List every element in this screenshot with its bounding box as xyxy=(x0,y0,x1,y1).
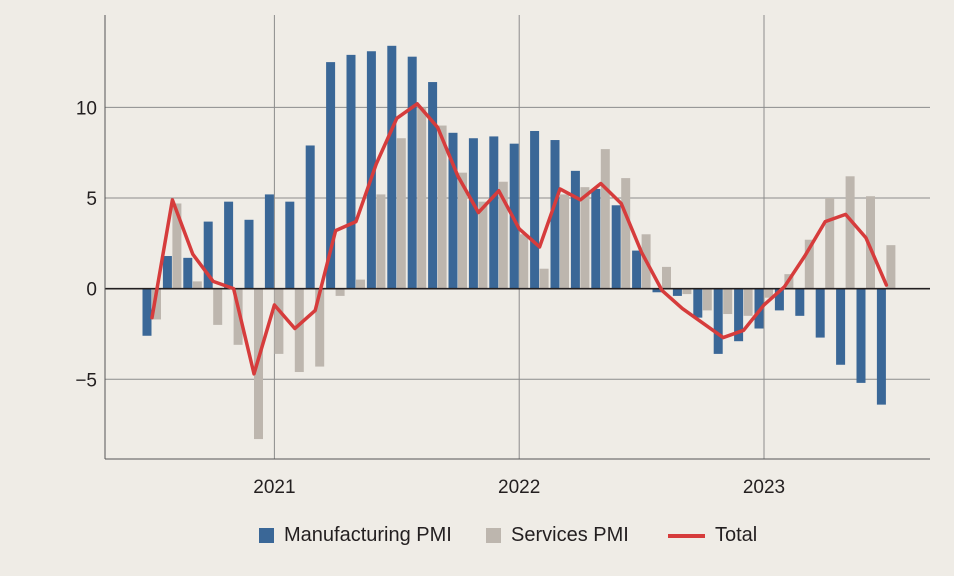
bar-services xyxy=(315,288,325,367)
bar-services xyxy=(723,288,733,315)
line-total xyxy=(150,102,889,376)
y-tick-label: −5 xyxy=(75,370,97,391)
bar-manufacturing xyxy=(224,201,234,289)
bar-services xyxy=(600,149,610,289)
bar-manufacturing xyxy=(876,288,886,405)
bar-services xyxy=(356,279,365,289)
x-tick-label: 2021 xyxy=(253,477,295,498)
bar-manufacturing xyxy=(183,257,193,289)
bar-manufacturing xyxy=(142,288,152,336)
bar-manufacturing xyxy=(428,82,438,289)
bar-services xyxy=(804,239,814,289)
legend-label-total: Total xyxy=(715,524,758,546)
legend: Manufacturing PMI Services PMI Total xyxy=(0,524,954,552)
bar-services xyxy=(825,198,835,289)
bar-services xyxy=(886,245,896,289)
bar-services xyxy=(478,201,488,289)
bar-manufacturing xyxy=(652,288,662,293)
legend-swatch-manufacturing xyxy=(259,528,274,543)
legend-label-services: Services PMI xyxy=(511,524,629,546)
bar-manufacturing xyxy=(734,288,744,342)
bar-manufacturing xyxy=(570,170,580,289)
bar-services xyxy=(845,176,855,289)
bar-services xyxy=(743,288,753,316)
bar-services xyxy=(233,288,243,345)
bar-manufacturing xyxy=(795,288,805,316)
bar-manufacturing xyxy=(162,256,172,289)
x-tick-label: 2022 xyxy=(498,477,540,498)
bar-manufacturing xyxy=(468,138,478,289)
bar-services xyxy=(702,288,712,311)
bar-manufacturing xyxy=(693,288,703,318)
bar-manufacturing xyxy=(672,288,682,296)
bar-services xyxy=(213,288,223,325)
legend-swatch-services xyxy=(486,528,501,543)
bar-services xyxy=(376,194,386,289)
y-tick-label: 10 xyxy=(76,98,97,119)
bar-manufacturing xyxy=(591,188,601,289)
y-tick-label: 5 xyxy=(86,189,97,210)
bar-manufacturing xyxy=(713,288,723,354)
legend-item-manufacturing: Manufacturing PMI xyxy=(259,524,452,547)
bar-manufacturing xyxy=(448,132,458,289)
bar-manufacturing xyxy=(244,219,254,289)
bar-manufacturing xyxy=(550,140,560,289)
bar-manufacturing xyxy=(407,56,417,289)
bar-manufacturing xyxy=(836,288,846,365)
bar-manufacturing xyxy=(285,201,295,289)
bar-manufacturing xyxy=(264,194,274,289)
bar-services xyxy=(417,107,427,289)
bar-services xyxy=(866,196,875,289)
bar-manufacturing xyxy=(774,288,784,311)
bar-services xyxy=(172,203,182,289)
bar-manufacturing xyxy=(632,250,642,289)
bar-services xyxy=(458,172,467,289)
bar-services xyxy=(396,138,406,289)
bar-services xyxy=(274,288,284,354)
bar-services xyxy=(580,187,590,289)
bar-services xyxy=(662,266,671,289)
bar-services xyxy=(152,288,161,320)
bar-services xyxy=(621,178,631,289)
bar-services xyxy=(498,181,508,289)
legend-item-total: Total xyxy=(668,524,757,547)
bar-services xyxy=(437,125,447,289)
bar-manufacturing xyxy=(203,221,213,289)
legend-label-manufacturing: Manufacturing PMI xyxy=(284,524,452,546)
bar-manufacturing xyxy=(326,62,336,289)
bar-manufacturing xyxy=(530,130,540,289)
bar-manufacturing xyxy=(611,205,621,289)
bar-services xyxy=(764,288,773,298)
y-tick-label: 0 xyxy=(86,280,97,301)
bar-manufacturing xyxy=(305,145,315,289)
bar-manufacturing xyxy=(346,54,356,289)
bar-services xyxy=(519,234,529,289)
bar-manufacturing xyxy=(856,288,866,383)
legend-item-services: Services PMI xyxy=(486,524,629,547)
bar-manufacturing xyxy=(387,45,397,289)
bar-manufacturing xyxy=(815,288,825,338)
bar-services xyxy=(560,194,569,289)
bar-services xyxy=(539,268,549,289)
bar-services xyxy=(682,288,692,295)
bar-services xyxy=(335,288,345,296)
bar-services xyxy=(294,288,304,373)
bar-manufacturing xyxy=(489,136,499,289)
legend-line-total xyxy=(668,533,705,538)
bar-services xyxy=(192,281,202,289)
bar-manufacturing xyxy=(366,51,376,289)
x-tick-label: 2023 xyxy=(743,477,785,498)
